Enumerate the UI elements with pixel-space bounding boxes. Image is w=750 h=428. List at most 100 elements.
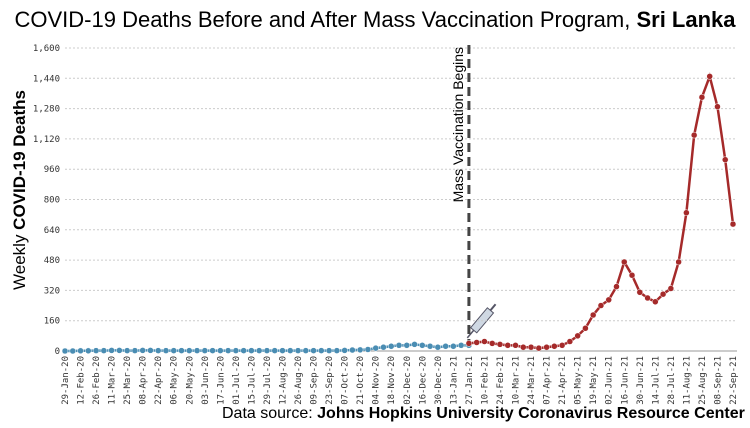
data-point — [496, 341, 504, 348]
y-tick-label: 0 — [55, 347, 60, 357]
x-tick-label: 13-Jan-21 — [449, 356, 459, 405]
data-point — [473, 339, 480, 346]
x-tick-label: 20-May-20 — [185, 356, 195, 405]
data-point — [302, 347, 310, 354]
x-tick-label: 16-Dec-20 — [418, 356, 428, 405]
x-tick-label: 02-Jun-21 — [605, 356, 615, 405]
data-point — [543, 343, 550, 351]
y-tick-label: 800 — [44, 196, 60, 206]
x-tick-label: 23-Sep-20 — [325, 356, 335, 405]
data-point — [395, 342, 403, 349]
data-point — [636, 289, 644, 296]
data-point — [287, 347, 294, 354]
data-point — [667, 285, 675, 292]
title-text: COVID-19 Deaths Before and After Mass Va… — [14, 7, 636, 32]
data-point — [535, 344, 543, 352]
x-tick-label: 24-Feb-21 — [496, 356, 506, 405]
x-tick-label: 11-Aug-21 — [682, 356, 692, 405]
x-tick-label: 10-Mar-21 — [512, 356, 522, 405]
data-point — [652, 298, 659, 306]
data-point — [426, 343, 434, 350]
source-text: Data source: — [222, 405, 317, 422]
data-point — [154, 347, 162, 354]
data-point — [520, 343, 527, 351]
data-point — [170, 347, 177, 354]
data-point — [248, 347, 255, 354]
data-point — [481, 338, 488, 345]
data-point — [131, 347, 139, 354]
source-bold: Johns Hopkins University Coronavirus Res… — [317, 405, 745, 422]
x-tick-label: 05-May-21 — [574, 356, 584, 405]
data-point — [597, 302, 605, 309]
data-point — [589, 311, 597, 319]
x-tick-label: 28-Jul-21 — [667, 356, 677, 405]
x-tick-label: 02-Dec-20 — [403, 356, 413, 405]
data-point — [279, 347, 286, 354]
data-point — [659, 290, 667, 298]
data-point — [147, 347, 154, 354]
data-point — [372, 344, 379, 352]
y-tick-label: 1,440 — [33, 74, 60, 84]
data-point — [706, 73, 713, 80]
data-point — [271, 347, 278, 354]
data-point — [683, 209, 690, 217]
x-tick-label: 22-Apr-20 — [154, 356, 164, 405]
data-point — [333, 347, 341, 354]
x-tick-label: 09-Sep-20 — [310, 356, 320, 405]
data-point — [116, 347, 123, 354]
data-point — [224, 347, 232, 354]
y-label-bold: COVID-19 Deaths — [10, 90, 29, 230]
data-point — [551, 343, 558, 350]
data-point — [380, 343, 387, 351]
syringe-plunger — [489, 303, 497, 311]
y-tick-label: 640 — [44, 226, 60, 236]
data-point — [77, 347, 84, 355]
data-point — [240, 347, 247, 354]
annotation: Mass Vaccination Begins — [450, 47, 466, 202]
y-tick-label: 1,120 — [33, 135, 60, 145]
x-tick-label: 12-Aug-20 — [278, 356, 288, 405]
data-point — [504, 342, 511, 349]
data-point — [139, 347, 146, 354]
data-point — [582, 325, 589, 332]
y-tick-label: 1,600 — [33, 44, 60, 54]
data-point — [457, 342, 465, 349]
data-point — [325, 347, 333, 354]
data-point — [605, 296, 612, 304]
x-tick-label: 24-Mar-21 — [527, 356, 537, 405]
x-tick-label: 11-Mar-20 — [108, 356, 118, 405]
data-point — [698, 93, 706, 101]
data-point — [193, 347, 201, 354]
x-tick-label: 10-Feb-21 — [480, 356, 490, 405]
x-tick-label: 18-Nov-20 — [387, 356, 397, 405]
x-tick-label: 30-Dec-20 — [434, 356, 444, 405]
y-tick-label: 160 — [44, 317, 60, 327]
data-point — [232, 347, 240, 354]
syringe-needle — [466, 329, 475, 339]
data-point — [341, 347, 348, 354]
data-point — [465, 340, 473, 347]
data-point — [729, 220, 737, 228]
x-tick-label: 25-Aug-21 — [698, 356, 708, 405]
plot: 0 160 320 480 640 800 960 1,120 1,280 1,440 1,600 2… — [33, 44, 739, 405]
data-point — [721, 156, 729, 163]
y-tick-label: 480 — [44, 256, 60, 266]
source: Data source: Johns Hopkins University Co… — [222, 405, 745, 422]
data-point — [349, 346, 356, 354]
x-tick-label: 15-Jul-20 — [247, 356, 257, 405]
data-point — [310, 347, 317, 354]
data-point — [450, 343, 457, 350]
data-point — [186, 347, 193, 354]
data-point — [403, 342, 411, 349]
data-point — [85, 347, 92, 355]
x-tick-label: 03-Jun-20 — [201, 356, 211, 405]
data-point — [217, 347, 224, 354]
data-point — [364, 346, 372, 353]
x-tick-label: 08-Sep-21 — [713, 356, 723, 405]
chart-title: COVID-19 Deaths Before and After Mass Va… — [14, 7, 736, 32]
y-axis-label: Weekly COVID-19 Deaths — [10, 90, 29, 290]
data-point — [100, 347, 108, 354]
data-point — [294, 347, 302, 354]
